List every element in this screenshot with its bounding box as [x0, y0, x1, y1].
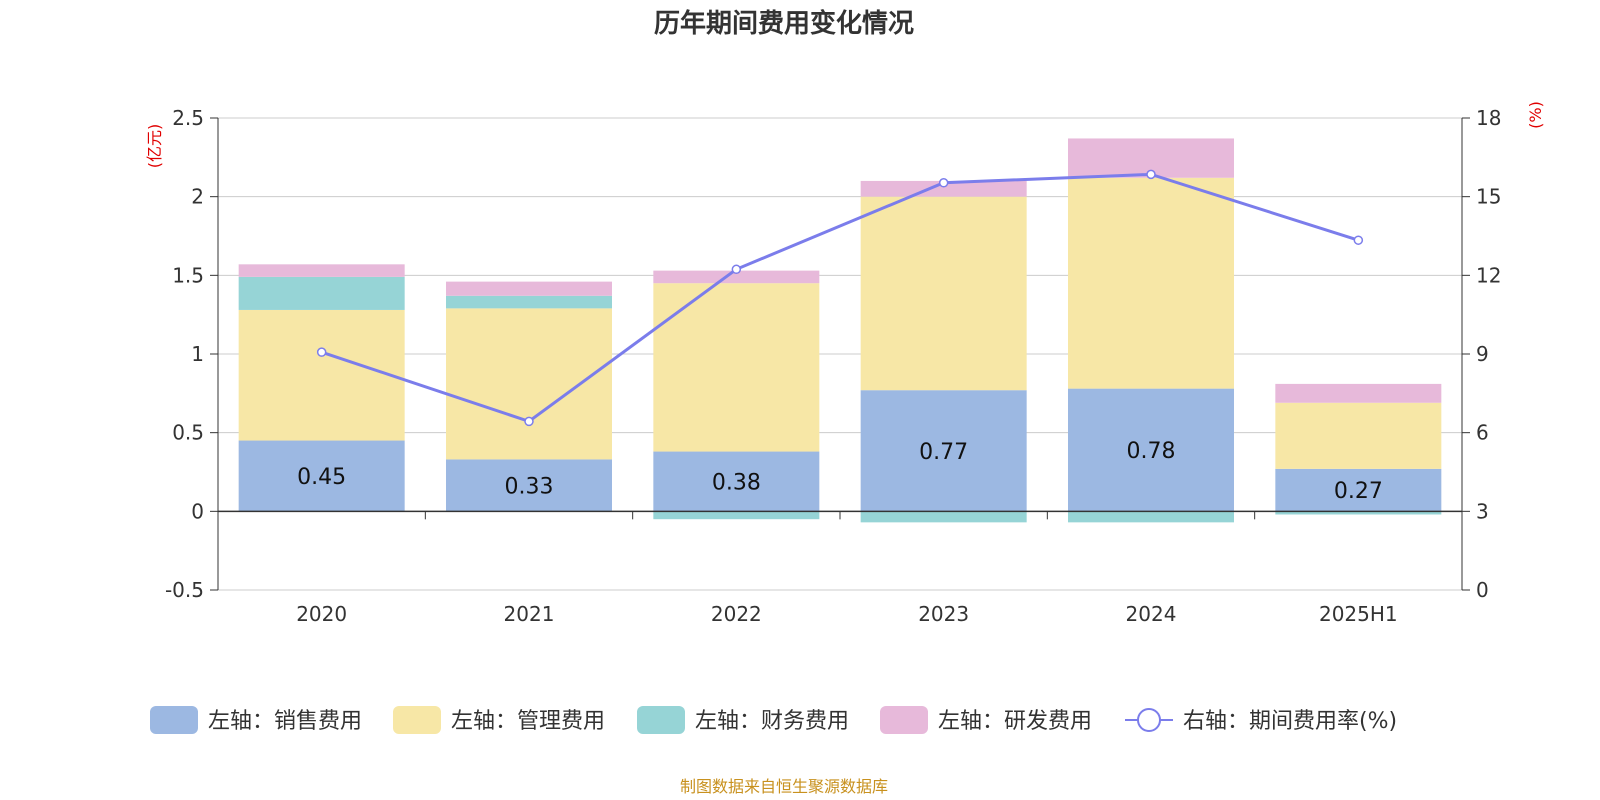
right-tick-label: 18 — [1476, 106, 1501, 130]
bar-segment — [860, 511, 1027, 523]
rate-point — [1146, 169, 1156, 180]
right-tick-label: 0 — [1476, 578, 1489, 602]
right-tick-label: 3 — [1476, 499, 1489, 523]
legend-swatch — [637, 706, 685, 734]
bar-data-label: 0.45 — [297, 465, 346, 490]
bar-segment — [653, 451, 820, 512]
rate-point — [938, 178, 949, 188]
x-tick-label: 2025H1 — [1319, 602, 1398, 626]
right-tick-label: 12 — [1476, 263, 1501, 287]
legend-swatch — [150, 706, 198, 734]
rate-point — [1353, 235, 1364, 245]
bar-segment — [238, 264, 405, 277]
left-tick-label: 0 — [191, 499, 204, 523]
data-labels: 0.45 0.33 0.38 0.77 0.78 0.27 — [297, 439, 1383, 504]
bar-segment — [1068, 177, 1234, 389]
chart-title: 历年期间费用变化情况 — [654, 8, 914, 39]
bar-segment — [446, 295, 612, 309]
right-axis-unit: (%) — [1526, 101, 1545, 129]
bar-data-label: 0.27 — [1334, 479, 1383, 504]
bar-segment — [446, 308, 612, 460]
rate-line — [316, 169, 1364, 427]
bar-segment — [860, 180, 1027, 197]
legend-label: 左轴：销售费用 — [208, 709, 362, 734]
legend: 左轴：销售费用 左轴：管理费用 左轴：财务费用 左轴：研发费用 右轴：期间费用率(%) — [150, 706, 1397, 734]
bar-segment — [1275, 383, 1442, 403]
bar-segment — [653, 283, 820, 452]
x-tick-label: 2023 — [918, 602, 969, 626]
bar-segment — [1068, 511, 1234, 523]
bar-data-label: 0.77 — [919, 440, 968, 465]
bar-segment — [653, 270, 820, 284]
bar-data-label: 0.33 — [505, 474, 554, 499]
bar-segment — [238, 276, 405, 310]
rate-line-path — [321, 172, 1359, 424]
axes: -0.5 0 0.5 1 1.5 2 2.5 0 3 6 9 12 15 18 2020 2021 2022 20… — [165, 106, 1501, 626]
legend-label: 右轴：期间费用率(%) — [1183, 709, 1397, 734]
bar-segment — [238, 309, 405, 441]
bar-segment — [1275, 511, 1442, 515]
rate-point — [524, 416, 534, 427]
left-tick-label: 2.5 — [172, 106, 204, 130]
legend-label: 左轴：财务费用 — [695, 709, 849, 734]
bar-segment — [238, 440, 405, 512]
bar-segment — [446, 459, 612, 512]
left-tick-label: 2 — [191, 185, 204, 209]
bar-segment — [1068, 388, 1234, 512]
bar-data-label: 0.38 — [712, 470, 761, 495]
x-tick-label: 2022 — [711, 602, 762, 626]
bar-segment — [1275, 402, 1442, 469]
left-tick-label: -0.5 — [165, 578, 204, 602]
left-tick-label: 1.5 — [172, 263, 204, 287]
legend-swatch — [393, 706, 441, 734]
bar-segment — [446, 281, 612, 296]
bars — [238, 138, 1442, 523]
x-tick-label: 2024 — [1126, 602, 1177, 626]
x-tick-label: 2021 — [504, 602, 555, 626]
legend-label: 左轴：研发费用 — [938, 709, 1092, 734]
left-tick-label: 1 — [191, 342, 204, 366]
right-tick-label: 9 — [1476, 342, 1489, 366]
bar-segment — [860, 196, 1027, 391]
right-tick-label: 6 — [1476, 421, 1489, 445]
left-axis-unit: (亿元) — [145, 124, 164, 169]
rate-point — [731, 264, 742, 275]
right-tick-label: 15 — [1476, 185, 1501, 209]
bar-segment — [653, 511, 820, 520]
bar-segment — [860, 390, 1027, 512]
x-tick-label: 2020 — [296, 602, 347, 626]
rate-point — [316, 347, 327, 357]
source-note: 制图数据来自恒生聚源数据库 — [680, 777, 888, 796]
legend-label: 左轴：管理费用 — [451, 709, 605, 734]
bar-segment — [1275, 468, 1442, 512]
left-tick-label: 0.5 — [172, 421, 204, 445]
legend-swatch — [880, 706, 928, 734]
bar-data-label: 0.78 — [1127, 439, 1176, 464]
legend-marker — [1137, 708, 1161, 732]
